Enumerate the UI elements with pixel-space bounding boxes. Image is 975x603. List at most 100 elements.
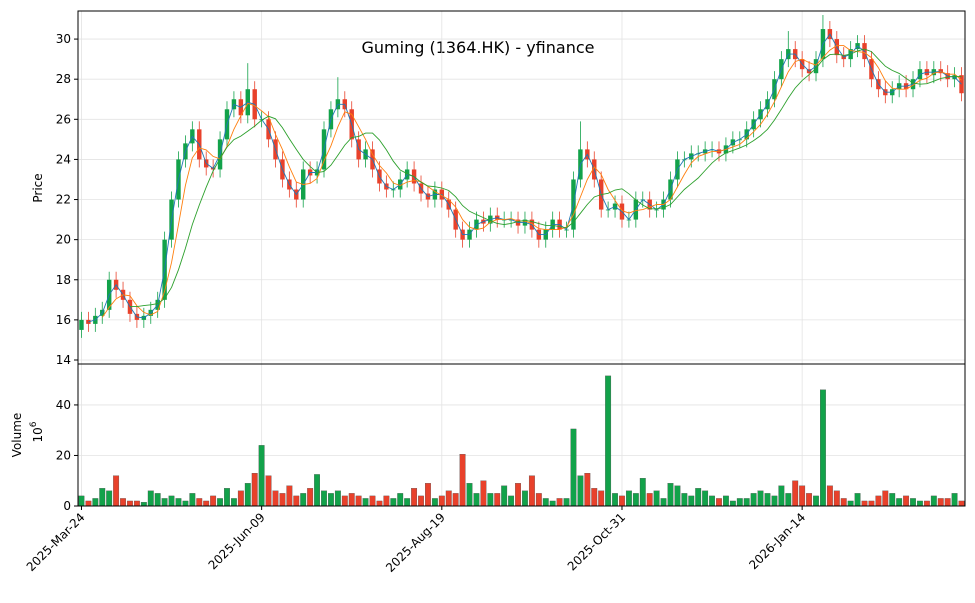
volume-bar [757, 490, 764, 507]
volume-bar [750, 493, 757, 507]
volume-frame [77, 363, 966, 507]
volume-bar [161, 498, 168, 507]
volume-bar [307, 488, 314, 507]
volume-bar [639, 478, 646, 507]
volume-bar [917, 500, 923, 507]
volume-bar [702, 490, 709, 507]
volume-bar [709, 495, 715, 507]
volume-bar [300, 493, 307, 507]
volume-bar [452, 493, 459, 507]
volume-bar [175, 498, 182, 507]
volume-bar [431, 498, 438, 507]
moving-average [101, 45, 962, 318]
volume-bar [660, 498, 667, 507]
volume-bar [716, 498, 722, 507]
volume-bar [667, 483, 674, 507]
volume-bar [896, 498, 903, 507]
volume-bar [612, 493, 618, 507]
volume-bar [224, 488, 230, 507]
x-tick-label: 2025-Jun-09 [206, 510, 268, 572]
volume-bar [411, 488, 418, 507]
volume-bar [577, 475, 584, 507]
volume-bar [133, 500, 140, 507]
volume-bar [168, 495, 175, 507]
moving-average [88, 33, 962, 323]
x-tick-label: 2025-Oct-31 [565, 510, 628, 573]
volume-bar [314, 474, 320, 507]
volume-bar [244, 483, 251, 507]
volume-bar [903, 495, 910, 507]
volume-bar [743, 498, 750, 507]
volume-bar [681, 493, 688, 507]
volume-bar [438, 495, 445, 507]
x-tick-label: 2025-Mar-24 [24, 510, 88, 574]
volume-bar [549, 500, 556, 507]
volume-bar [376, 500, 383, 507]
y-tick-label: 28 [56, 72, 71, 86]
volume-bar [258, 445, 265, 507]
candle-body [79, 319, 84, 330]
volume-bar [348, 493, 355, 507]
volume-bar [930, 495, 937, 507]
volume-bar [480, 480, 487, 507]
volume-bar [328, 493, 334, 507]
x-tick-label: 2025-Aug-19 [383, 510, 448, 575]
volume-bar [688, 495, 695, 507]
volume-bar [418, 495, 424, 507]
volume-bar [653, 490, 660, 507]
volume-bar [106, 490, 113, 507]
y-tick-label: 14 [56, 353, 71, 367]
volume-bar [85, 500, 92, 507]
y-tick-label: 16 [56, 313, 71, 327]
volume-bar [272, 490, 279, 507]
volume-bar [140, 502, 147, 507]
volume-bar [723, 495, 729, 507]
volume-bar [889, 493, 896, 507]
volume-bar [321, 490, 327, 507]
volume-bar [515, 483, 521, 507]
volume-bar [598, 490, 605, 507]
y-tick-label: 40 [56, 398, 71, 412]
volume-bar [92, 498, 99, 507]
volume-bar [542, 498, 549, 507]
volume-bar [182, 500, 189, 507]
volume-bar [127, 500, 133, 507]
volume-bar [508, 495, 515, 507]
grid [78, 11, 965, 507]
volume-bar [466, 483, 473, 507]
volume-bar [362, 498, 369, 507]
chart-title: Guming (1364.HK) - yfinance [362, 38, 595, 57]
volume-bar [937, 498, 944, 507]
volume-bar [563, 498, 570, 507]
volume-bar [230, 498, 237, 507]
volume-bar [196, 498, 203, 507]
volume-bar [237, 490, 244, 507]
moving-average [130, 48, 962, 308]
volume-bar [792, 480, 799, 507]
volume-bar [286, 485, 293, 507]
volume-bar [570, 428, 577, 507]
volume-unit-base: 10 [31, 427, 45, 442]
volume-bar [473, 493, 480, 507]
volume-bar [120, 498, 126, 507]
volume-bar [646, 493, 653, 507]
volume-bar [210, 495, 217, 507]
volume-bar [820, 389, 826, 507]
y-tick-label: 30 [56, 32, 71, 46]
volume-bar [799, 485, 806, 507]
volume-bar [861, 500, 868, 507]
volume-bar [99, 488, 106, 507]
volume-bar [341, 495, 348, 507]
volume-bar [535, 493, 542, 507]
volume-bar [826, 485, 833, 507]
volume-bar [78, 495, 85, 507]
volume-bar [951, 493, 958, 507]
volume-axis-label: Volume [10, 413, 24, 458]
y-tick-label: 26 [56, 112, 71, 126]
price-frame [77, 10, 966, 365]
volume-bar [619, 495, 625, 507]
volume-bar [397, 493, 404, 507]
volume-bar [958, 500, 965, 507]
y-tick-label: 18 [56, 273, 71, 287]
